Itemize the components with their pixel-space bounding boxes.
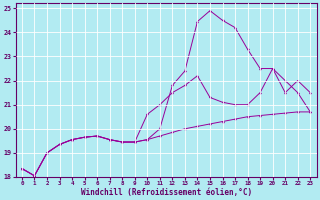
X-axis label: Windchill (Refroidissement éolien,°C): Windchill (Refroidissement éolien,°C): [81, 188, 252, 197]
